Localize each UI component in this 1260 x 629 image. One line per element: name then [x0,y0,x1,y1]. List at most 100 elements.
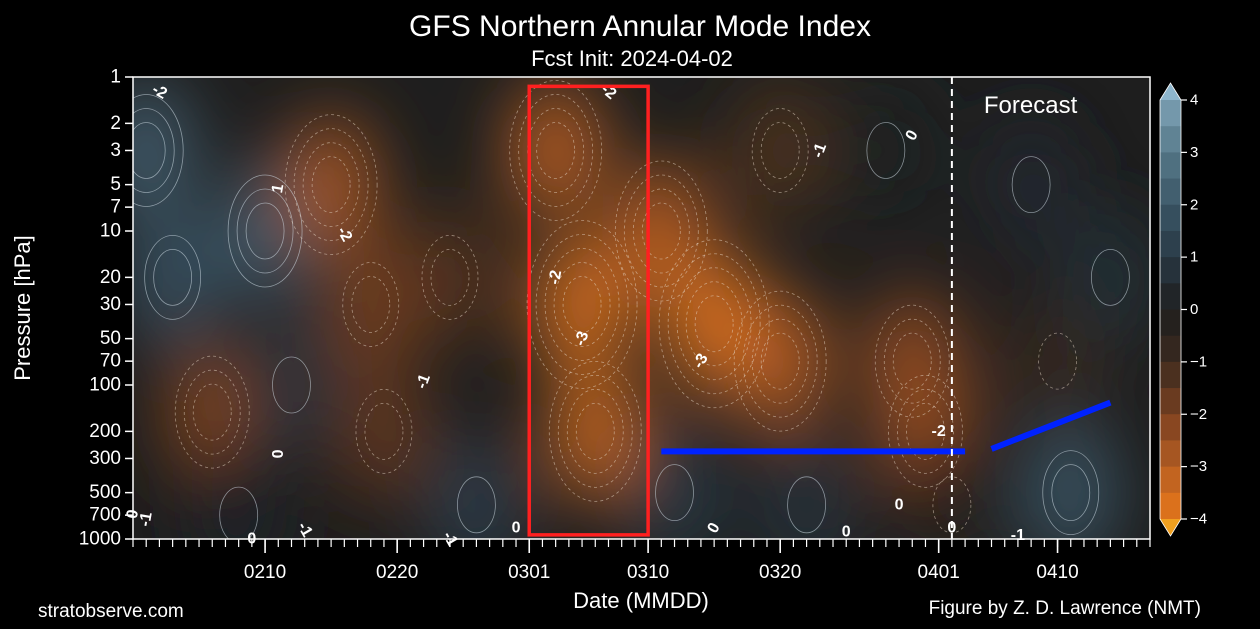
contour-label-6: -1 [137,511,156,528]
contour-line-16-4 [733,290,827,432]
field-cell-11 [507,80,604,221]
x-axis-label: Date (MMDD) [573,588,709,613]
x-tick-label-0301: 0301 [508,562,550,583]
plot-frame [132,76,1151,540]
colorbar-tick-label-3: 3 [1190,144,1198,161]
field-cell-7 [322,234,419,375]
drawn-line-2 [990,399,1112,452]
x-tick-label-0410: 0410 [1036,562,1078,583]
y-tick-label-2: 2 [110,113,121,134]
contour-line-6-1 [311,156,351,214]
contour-label-1: 1 [269,183,287,195]
y-tick-label-200: 200 [89,421,121,442]
contour-line-2-1 [192,383,232,441]
field-cell-27 [1062,207,1150,348]
forecast-marker: Forecast [950,77,1078,539]
contour-line-13-1 [575,402,615,460]
contour-line-4-3 [227,174,303,288]
colorbar-step-13 [1160,440,1181,468]
highlight-box [527,84,650,537]
contour-label-13: -3 [572,329,593,348]
contour-line-15-3 [676,267,752,381]
contour-line-26-2 [1042,450,1100,536]
contour-line-4-1 [245,202,285,260]
colorbar-step-2 [1160,152,1181,180]
y-tick-label-20: 20 [100,267,121,288]
contour-line-0-1 [133,122,166,179]
x-tick-label-0210: 0210 [244,562,286,583]
field-cell-24 [983,114,1080,255]
colorbar-step-1 [1160,126,1181,153]
contour-line-8-1 [364,402,404,460]
colorbar-step-10 [1160,361,1181,389]
contour-line-15-5 [658,239,770,409]
field-cell-17 [732,80,829,221]
y-tick-label-500: 500 [89,482,121,503]
field-cell-6 [283,114,380,255]
contour-line-21-3 [874,304,950,418]
contour-line-7-1 [351,276,391,333]
colorbar-step-15 [1160,492,1181,520]
contour-label-22: -1 [1011,527,1025,544]
colorbar-tick-label-0: 0 [1190,301,1198,318]
field-cell-5 [243,315,340,455]
colorbar-extend-bottom [1160,519,1181,536]
colorbar-step-6 [1160,257,1181,284]
field-cell-19 [758,434,855,539]
y-tick-label-1000: 1000 [79,529,121,550]
colorbar-tick-label--4: −4 [1190,511,1207,528]
field-cell-3 [190,445,287,539]
y-tick-label-1: 1 [110,67,121,88]
contour-line-12-4 [535,234,629,375]
contour-label-17: -2 [932,423,946,440]
chart-title: GFS Northern Annular Mode Index [409,10,871,43]
contour-label-21: 0 [947,520,956,537]
contour-line-0-3 [133,94,184,207]
contour-line-13-2 [566,388,624,474]
colorbar-step-7 [1160,283,1181,311]
contour-line-17-1 [760,122,800,179]
x-tick-label-0310: 0310 [627,562,669,583]
footer-credit: Figure by Z. D. Lawrence (NMT) [929,598,1201,619]
contour-line-22-2 [897,388,954,474]
contour-line-14-2 [632,188,690,274]
colorbar-step-4 [1160,204,1181,232]
field-cell-8 [335,361,432,502]
contour-line-1-2 [144,234,202,320]
colorbar-tick-label--1: −1 [1190,353,1207,370]
contour-line-10-1 [457,476,496,534]
colorbar: 4 3 2 1 0 −1 −2 −3 −4 [1159,82,1207,537]
footer-site: stratobserve.com [38,601,184,622]
field-cell-14 [613,161,710,301]
colorbar-step-0 [1160,100,1181,127]
field-cell-26 [1022,422,1119,539]
contour-label-4: 0 [270,449,287,458]
contour-line-7-2 [342,262,400,347]
colorbar-step-12 [1160,414,1181,442]
contour-line-1-1 [153,248,193,306]
contour-line-12-3 [544,248,620,361]
contour-line-15-4 [667,253,761,395]
y-tick-label-30: 30 [100,294,121,315]
contour-line-21-2 [883,318,941,404]
contour-line-20-1 [866,122,906,179]
contour-label-3: -1 [413,372,434,391]
colorbar-step-8 [1160,309,1181,337]
field-cell-16 [732,291,829,432]
contour-line-9-1 [430,248,470,306]
y-tick-label-700: 700 [89,505,121,526]
colorbar-step-9 [1160,335,1181,363]
contour-line-12-2 [553,262,611,347]
contour-label-18: 0 [895,496,904,513]
y-tick-label-100: 100 [89,375,121,396]
y-tick-label-5: 5 [110,174,121,195]
contour-line-4-2 [236,188,294,274]
field-cell-20 [837,80,934,221]
colorbar-tick-label-1: 1 [1190,249,1198,266]
colorbar-step-11 [1160,388,1181,415]
contour-line-13-4 [548,360,642,502]
